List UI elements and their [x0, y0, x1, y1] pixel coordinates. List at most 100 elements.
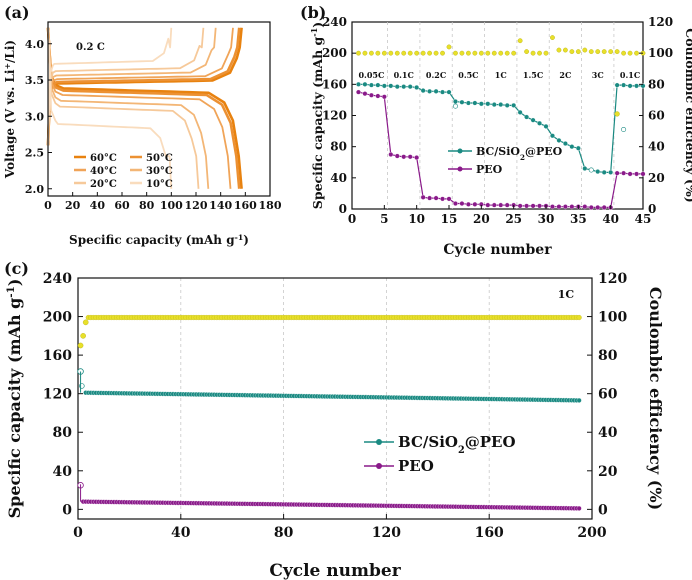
data-point	[446, 196, 452, 202]
x-axis-title: Cycle number	[269, 561, 401, 580]
y2-tick-label: 0	[648, 202, 656, 216]
ce-point	[80, 333, 86, 339]
legend-label: BC/SiO2@PEO	[398, 433, 516, 456]
plot-frame	[77, 277, 593, 520]
data-point	[595, 204, 601, 210]
panel-label-b: (b)	[300, 3, 326, 22]
y-tick-label: 3.0	[25, 110, 44, 123]
rate-label: 1C	[495, 70, 507, 80]
data-point	[511, 102, 517, 108]
ce-point	[530, 50, 536, 56]
data-point	[401, 154, 407, 160]
ce-point	[517, 38, 523, 44]
ce-point	[575, 49, 581, 55]
rate-label: 2C	[559, 70, 571, 80]
legend-marker	[376, 439, 382, 445]
x-tick-label: 0	[348, 212, 356, 226]
data-point	[407, 84, 413, 90]
y-tick-label: 0	[339, 202, 347, 216]
ce-point	[368, 50, 374, 56]
data-point	[355, 89, 361, 95]
data-point	[621, 170, 627, 176]
data-point	[433, 195, 439, 201]
legend-marker	[376, 463, 382, 469]
x-axis-title: Specific capacity (mAh g-1)	[69, 233, 249, 248]
charge-curve-40	[47, 27, 234, 146]
data-point	[375, 82, 381, 88]
ce-point	[582, 47, 588, 53]
ce-point	[82, 319, 89, 326]
outlier-point	[621, 127, 627, 133]
y2-tick-label: 20	[648, 171, 665, 185]
y2-tick-label: 120	[598, 271, 627, 287]
ce-point	[388, 50, 394, 56]
data-point	[575, 145, 581, 151]
y-tick-label: 40	[53, 464, 73, 480]
ce-point	[576, 314, 582, 321]
legend-marker	[457, 166, 463, 172]
ce-point	[569, 49, 575, 55]
data-point	[388, 83, 394, 89]
rate-label: 1.5C	[523, 70, 543, 80]
data-point	[614, 170, 620, 176]
rate-label: 0.05C	[358, 70, 384, 80]
y2-tick-label: 40	[598, 425, 618, 441]
ce-point	[511, 50, 517, 56]
y-tick-label: 120	[322, 109, 347, 123]
y-tick-label: 240	[43, 271, 72, 287]
data-point	[569, 144, 575, 150]
legend-marker	[457, 148, 463, 154]
data-point	[401, 84, 407, 90]
ce-point	[414, 50, 420, 56]
y-tick-label: 40	[330, 171, 347, 185]
data-point	[491, 202, 497, 208]
legend-label: 60°C	[90, 153, 117, 164]
data-point	[472, 100, 478, 106]
y2-tick-label: 100	[598, 310, 627, 326]
x-tick-label: 20	[473, 212, 490, 226]
x-tick-label: 0	[44, 199, 52, 212]
ce-point	[601, 49, 607, 55]
data-point	[504, 102, 510, 108]
ce-point	[77, 342, 84, 349]
y2-tick-label: 120	[648, 15, 673, 29]
rate-label: 0.1C	[394, 70, 414, 80]
data-point	[433, 88, 439, 94]
data-point	[498, 102, 504, 108]
ce-point	[356, 50, 361, 56]
ce-point	[394, 50, 400, 56]
legend-label-part: 2	[520, 153, 525, 162]
ce-point	[634, 50, 639, 56]
data-point	[452, 201, 458, 207]
data-point	[556, 137, 562, 143]
ce-point	[459, 50, 465, 56]
y2-tick-label: 60	[648, 109, 665, 123]
ce-point	[550, 35, 555, 40]
ce-point	[472, 50, 478, 56]
charge-curve-50	[46, 27, 241, 146]
data-point	[562, 204, 568, 210]
ce-point	[381, 50, 387, 56]
x-tick-label: 180	[259, 199, 282, 212]
plot-frame	[47, 21, 271, 197]
x-axis-title: Cycle number	[443, 242, 552, 258]
data-point	[634, 83, 640, 89]
ce-point	[465, 50, 471, 56]
y-axis-title: Specific capacity (mAh g-1)	[309, 22, 325, 209]
legend-label: 40°C	[90, 166, 117, 177]
ce-point	[556, 47, 562, 53]
y2-axis-title: Coulombic efficiency (%)	[646, 287, 665, 510]
data-point	[517, 109, 523, 115]
x-tick-label: 20	[65, 199, 81, 212]
data-point	[446, 89, 452, 95]
data-point	[491, 102, 497, 108]
y-axis-title-part: )	[310, 22, 325, 28]
ce-point	[627, 50, 633, 56]
ce-point	[446, 44, 452, 50]
rate-label: 3C	[592, 70, 604, 80]
x-tick-label: 30	[538, 212, 555, 226]
data-point	[524, 114, 530, 120]
y-axis-title: Voltage (V vs. Li+/Li)	[3, 40, 18, 179]
y2-tick-label: 100	[648, 46, 673, 60]
